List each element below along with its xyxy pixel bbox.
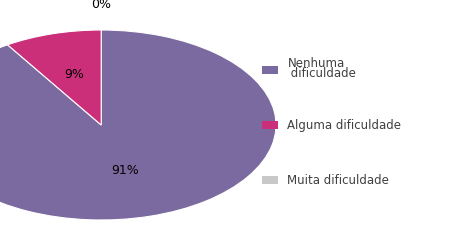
Text: dificuldade: dificuldade [287,67,356,80]
FancyBboxPatch shape [262,66,278,74]
Text: 91%: 91% [112,164,139,177]
Wedge shape [7,30,101,125]
Wedge shape [0,30,275,220]
FancyBboxPatch shape [262,121,278,130]
Text: Muita dificuldade: Muita dificuldade [287,174,388,186]
Text: Nenhuma: Nenhuma [287,57,344,70]
Text: 0%: 0% [91,0,111,12]
Text: Alguma dificuldade: Alguma dificuldade [287,118,401,132]
FancyBboxPatch shape [262,176,278,184]
Text: 9%: 9% [64,68,84,81]
